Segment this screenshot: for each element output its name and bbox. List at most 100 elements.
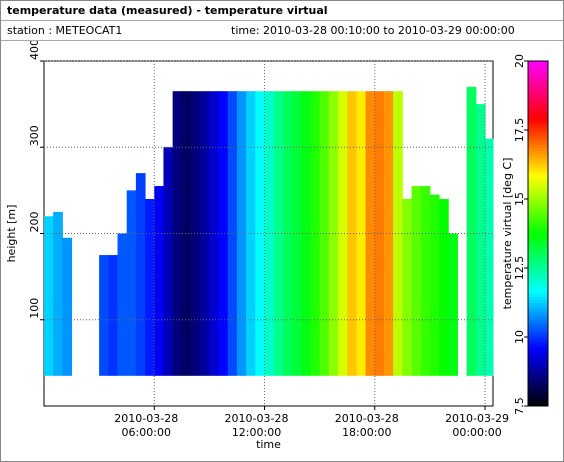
heat-cell bbox=[466, 86, 477, 376]
colorbar-step bbox=[528, 357, 548, 361]
colorbar-step bbox=[528, 308, 548, 312]
heat-cell bbox=[62, 237, 73, 376]
x-axis-label: time bbox=[256, 438, 281, 451]
colorbar-step bbox=[528, 380, 548, 384]
heat-cell bbox=[200, 91, 210, 376]
colorbar-step bbox=[528, 325, 548, 329]
colorbar-tick-label: 10 bbox=[513, 330, 526, 344]
heat-cell bbox=[301, 91, 311, 376]
colorbar-step bbox=[528, 299, 548, 303]
colorbar-step bbox=[528, 135, 548, 140]
colorbar-step bbox=[528, 276, 548, 280]
heat-cell bbox=[227, 91, 238, 376]
x-tick-label: 2010-03-28 bbox=[225, 412, 289, 425]
heat-cell bbox=[172, 91, 183, 376]
colorbar-step bbox=[528, 296, 548, 301]
heat-cell bbox=[338, 91, 348, 376]
colorbar-step bbox=[528, 150, 548, 154]
info-row: station : METEOCAT1 time: 2010-03-28 00:… bbox=[1, 21, 563, 41]
heat-cell bbox=[365, 91, 376, 376]
station: station : METEOCAT1 bbox=[7, 24, 123, 37]
heat-cell bbox=[411, 186, 422, 376]
colorbar-step bbox=[528, 78, 548, 82]
heat-cell bbox=[356, 91, 367, 376]
colorbar-step bbox=[528, 360, 548, 364]
heat-cell bbox=[328, 91, 339, 376]
colorbar-step bbox=[528, 81, 548, 85]
colorbar-step bbox=[528, 216, 548, 220]
colorbar-step bbox=[528, 319, 548, 324]
colorbar-step bbox=[528, 403, 548, 407]
heat-cell bbox=[393, 91, 403, 376]
colorbar-step bbox=[528, 109, 548, 114]
colorbar-step bbox=[528, 86, 548, 91]
colorbar-step bbox=[528, 247, 548, 252]
colorbar-step bbox=[528, 265, 548, 269]
colorbar-step bbox=[528, 121, 548, 125]
colorbar-step bbox=[528, 285, 548, 289]
colorbar-step bbox=[528, 236, 548, 240]
colorbar-step bbox=[528, 101, 548, 105]
colorbar-step bbox=[528, 354, 548, 358]
colorbar-step bbox=[528, 199, 548, 203]
colorbar-step bbox=[528, 305, 548, 309]
colorbar-step bbox=[528, 222, 548, 226]
heat-cell bbox=[163, 147, 174, 376]
colorbar-step bbox=[528, 365, 548, 370]
colorbar-frame bbox=[527, 60, 549, 407]
colorbar-step bbox=[528, 291, 548, 295]
heat-cell bbox=[154, 186, 164, 376]
colorbar-step bbox=[528, 124, 548, 128]
heat-cell bbox=[347, 91, 357, 376]
colorbar-tick-label: 17.5 bbox=[513, 118, 526, 143]
colorbar-step bbox=[528, 92, 548, 96]
x-tick-label: 18:00:00 bbox=[342, 426, 391, 439]
heat-cell bbox=[383, 91, 394, 376]
colorbar-step bbox=[528, 227, 548, 232]
colorbar-step bbox=[528, 95, 548, 99]
heat-cell bbox=[99, 255, 109, 376]
colorbar-step bbox=[528, 322, 548, 326]
x-tick-label: 12:00:00 bbox=[232, 426, 281, 439]
colorbar-step bbox=[528, 368, 548, 372]
colorbar-step bbox=[528, 61, 548, 65]
heat-cell bbox=[108, 255, 119, 376]
colorbar-step bbox=[528, 391, 548, 395]
colorbar-step bbox=[528, 132, 548, 137]
colorbar-step bbox=[528, 66, 548, 71]
heat-cell bbox=[429, 194, 440, 376]
colorbar-step bbox=[528, 63, 548, 68]
colorbar-step bbox=[528, 138, 548, 142]
colorbar-step bbox=[528, 230, 548, 234]
x-tick-label: 06:00:00 bbox=[122, 426, 171, 439]
colorbar-tick-label: 7.5 bbox=[513, 397, 526, 415]
colorbar-step bbox=[528, 176, 548, 180]
title: temperature data (measured) - temperatur… bbox=[1, 1, 563, 21]
colorbar-step bbox=[528, 196, 548, 200]
colorbar-step bbox=[528, 224, 548, 229]
colorbar-step bbox=[528, 279, 548, 283]
x-tick-label: 2010-03-29 bbox=[445, 412, 509, 425]
colorbar-tick-label: 15 bbox=[513, 192, 526, 206]
heat-cell bbox=[402, 199, 413, 376]
y-tick-label: 300 bbox=[28, 125, 41, 146]
heat-cell bbox=[191, 91, 201, 376]
colorbar-step bbox=[528, 112, 548, 117]
colorbar-step bbox=[528, 104, 548, 108]
colorbar-step bbox=[528, 158, 548, 163]
colorbar-step bbox=[528, 115, 548, 119]
colorbar-step bbox=[528, 400, 548, 404]
heat-cell bbox=[218, 91, 229, 376]
colorbar-step bbox=[528, 147, 548, 151]
colorbar-label: temperature virtual [deg C] bbox=[501, 158, 514, 310]
colorbar-step bbox=[528, 383, 548, 387]
colorbar-step bbox=[528, 268, 548, 272]
colorbar-step bbox=[528, 316, 548, 321]
colorbar-step bbox=[528, 201, 548, 206]
colorbar-step bbox=[528, 181, 548, 186]
colorbar-step bbox=[528, 84, 548, 88]
heat-cell bbox=[236, 91, 247, 376]
colorbar-step bbox=[528, 98, 548, 102]
colorbar-step bbox=[528, 155, 548, 160]
